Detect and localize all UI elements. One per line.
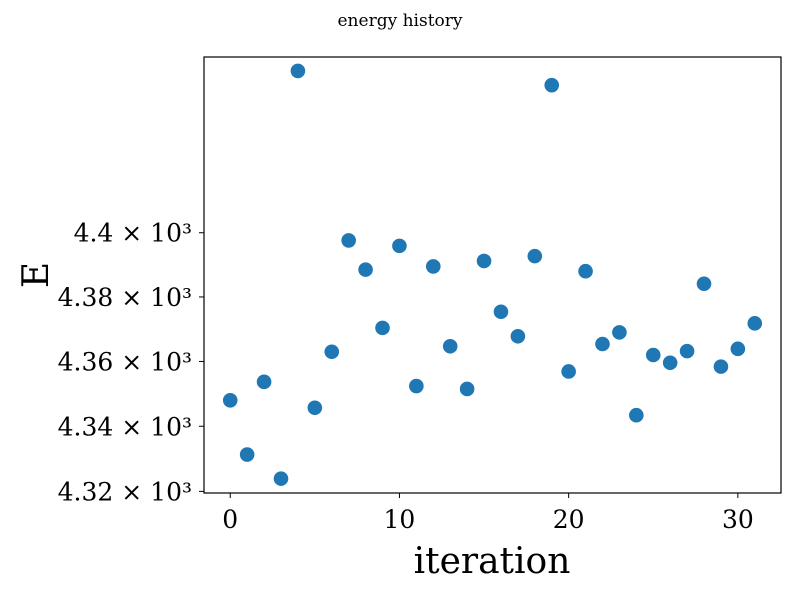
x-axis-label: iteration [414,541,571,582]
data-point [527,248,543,264]
y-tick-label: 4.4 × 10³ [74,219,192,248]
data-point [476,253,492,269]
data-point [409,378,424,394]
data-point [612,325,627,340]
data-point [256,374,272,390]
data-point [392,238,407,254]
data-points [222,63,763,486]
data-point [713,359,729,374]
data-point [696,276,712,292]
data-point [442,338,458,354]
data-point [730,341,746,357]
data-point [561,364,576,379]
data-point [679,343,695,359]
data-point [459,381,475,397]
data-point [510,328,526,344]
data-point [544,77,560,93]
data-point [222,393,238,408]
data-point [595,336,610,352]
data-point [290,63,306,79]
x-tick-label: 20 [553,505,585,534]
y-tick-label: 4.32 × 10³ [58,477,192,506]
data-point [324,344,340,360]
x-tick-label: 10 [384,505,416,534]
plot-area-frame [203,56,782,494]
data-point [358,262,373,277]
data-point [629,407,644,423]
y-tick-label: 4.34 × 10³ [58,412,192,441]
data-point [425,259,441,274]
y-axis-ticks: 4.32 × 10³ 4.34 × 10³ 4.36 × 10³ 4.38 × 10³… [58,219,204,506]
data-point [341,233,356,248]
y-tick-label: 4.36 × 10³ [58,347,192,376]
chart-title: energy history [338,11,463,31]
data-point [747,316,763,331]
x-tick-label: 0 [222,505,238,534]
data-point [578,263,593,279]
x-axis-ticks: 0 10 20 30 [222,493,754,534]
y-axis-label: E [16,262,57,288]
y-tick-label: 4.38 × 10³ [58,283,192,312]
data-point [662,355,678,371]
data-point [239,447,255,462]
data-point [645,347,661,363]
data-point [273,471,289,486]
data-point [307,400,323,416]
x-tick-label: 30 [722,505,754,534]
data-point [493,304,509,320]
data-point [375,320,390,336]
